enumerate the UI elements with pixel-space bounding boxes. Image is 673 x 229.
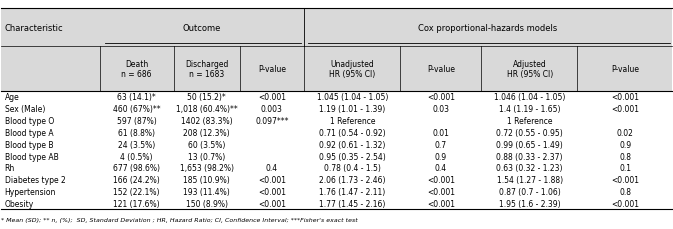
Text: 0.01: 0.01 — [432, 128, 450, 137]
Text: Death
n = 686: Death n = 686 — [121, 60, 152, 79]
Text: Discharged
n = 1683: Discharged n = 1683 — [185, 60, 228, 79]
Text: <0.001: <0.001 — [427, 93, 455, 102]
Text: 1.046 (1.04 - 1.05): 1.046 (1.04 - 1.05) — [494, 93, 565, 102]
Text: Unadjusted
HR (95% CI): Unadjusted HR (95% CI) — [329, 60, 376, 79]
Text: 460 (67%)**: 460 (67%)** — [113, 105, 160, 114]
Text: Diabetes type 2: Diabetes type 2 — [5, 176, 65, 185]
Text: 121 (17.6%): 121 (17.6%) — [113, 199, 160, 208]
Text: Adjusted
HR (95% CI): Adjusted HR (95% CI) — [507, 60, 553, 79]
Text: 1 Reference: 1 Reference — [330, 117, 375, 125]
Text: Blood type A: Blood type A — [5, 128, 53, 137]
Text: 0.63 (0.32 - 1.23): 0.63 (0.32 - 1.23) — [497, 164, 563, 173]
Text: 0.72 (0.55 - 0.95): 0.72 (0.55 - 0.95) — [496, 128, 563, 137]
Text: 208 (12.3%): 208 (12.3%) — [183, 128, 230, 137]
Text: Outcome: Outcome — [182, 24, 221, 33]
Text: 0.87 (0.7 - 1.06): 0.87 (0.7 - 1.06) — [499, 187, 561, 196]
Text: <0.001: <0.001 — [611, 176, 639, 185]
Text: Hypertension: Hypertension — [5, 187, 56, 196]
Text: 1,018 (60.4%)**: 1,018 (60.4%)** — [176, 105, 238, 114]
Text: 0.9: 0.9 — [435, 152, 447, 161]
Text: * Mean (SD); ** n, (%);  SD, Standard Deviation ; HR, Hazard Ratio; CI, Confiden: * Mean (SD); ** n, (%); SD, Standard Dev… — [1, 217, 358, 222]
Text: <0.001: <0.001 — [427, 187, 455, 196]
Text: 1,653 (98.2%): 1,653 (98.2%) — [180, 164, 234, 173]
Text: <0.001: <0.001 — [258, 199, 286, 208]
Text: 0.8: 0.8 — [619, 152, 631, 161]
Text: 0.9: 0.9 — [619, 140, 631, 149]
Text: 1 Reference: 1 Reference — [507, 117, 553, 125]
Text: P-value: P-value — [427, 65, 455, 74]
Text: Rh: Rh — [5, 164, 15, 173]
Text: 1.54 (1.27 - 1.88): 1.54 (1.27 - 1.88) — [497, 176, 563, 185]
Text: 1.95 (1.6 - 2.39): 1.95 (1.6 - 2.39) — [499, 199, 561, 208]
Text: <0.001: <0.001 — [258, 93, 286, 102]
Text: 61 (8.8%): 61 (8.8%) — [118, 128, 155, 137]
Text: 1.76 (1.47 - 2.11): 1.76 (1.47 - 2.11) — [319, 187, 386, 196]
Text: 1402 (83.3%): 1402 (83.3%) — [181, 117, 232, 125]
Text: <0.001: <0.001 — [427, 176, 455, 185]
Text: 0.4: 0.4 — [435, 164, 447, 173]
Text: <0.001: <0.001 — [611, 105, 639, 114]
Text: 0.88 (0.33 - 2.37): 0.88 (0.33 - 2.37) — [497, 152, 563, 161]
Text: 0.02: 0.02 — [616, 128, 634, 137]
Text: 0.92 (0.61 - 1.32): 0.92 (0.61 - 1.32) — [319, 140, 386, 149]
Text: 193 (11.4%): 193 (11.4%) — [183, 187, 230, 196]
Text: 0.1: 0.1 — [619, 164, 631, 173]
Text: 1.19 (1.01 - 1.39): 1.19 (1.01 - 1.39) — [319, 105, 386, 114]
Text: 0.99 (0.65 - 1.49): 0.99 (0.65 - 1.49) — [496, 140, 563, 149]
Text: 1.045 (1.04 - 1.05): 1.045 (1.04 - 1.05) — [316, 93, 388, 102]
Text: P-value: P-value — [611, 65, 639, 74]
Text: Blood type B: Blood type B — [5, 140, 53, 149]
Text: 24 (3.5%): 24 (3.5%) — [118, 140, 155, 149]
Text: <0.001: <0.001 — [258, 187, 286, 196]
Text: 1.77 (1.45 - 2.16): 1.77 (1.45 - 2.16) — [319, 199, 386, 208]
Text: 0.097***: 0.097*** — [255, 117, 289, 125]
Text: Blood type AB: Blood type AB — [5, 152, 59, 161]
Text: Blood type O: Blood type O — [5, 117, 54, 125]
Text: <0.001: <0.001 — [258, 176, 286, 185]
Text: Age: Age — [5, 93, 20, 102]
Text: 150 (8.9%): 150 (8.9%) — [186, 199, 227, 208]
Text: Obesity: Obesity — [5, 199, 34, 208]
Bar — [1, 47, 672, 92]
Text: 152 (22.1%): 152 (22.1%) — [113, 187, 160, 196]
Text: Characteristic: Characteristic — [5, 24, 63, 33]
Text: 2.06 (1.73 - 2.46): 2.06 (1.73 - 2.46) — [319, 176, 386, 185]
Text: <0.001: <0.001 — [611, 93, 639, 102]
Text: 677 (98.6%): 677 (98.6%) — [113, 164, 160, 173]
Text: 4 (0.5%): 4 (0.5%) — [120, 152, 153, 161]
Text: 13 (0.7%): 13 (0.7%) — [188, 152, 225, 161]
Text: 63 (14.1)*: 63 (14.1)* — [117, 93, 156, 102]
Text: Cox proportional-hazards models: Cox proportional-hazards models — [419, 24, 557, 33]
Text: <0.001: <0.001 — [611, 199, 639, 208]
Text: P-value: P-value — [258, 65, 286, 74]
Text: 0.95 (0.35 - 2.54): 0.95 (0.35 - 2.54) — [319, 152, 386, 161]
Text: 60 (3.5%): 60 (3.5%) — [188, 140, 225, 149]
Text: 0.003: 0.003 — [261, 105, 283, 114]
Text: 0.78 (0.4 - 1.5): 0.78 (0.4 - 1.5) — [324, 164, 381, 173]
Text: 0.4: 0.4 — [266, 164, 278, 173]
Text: 166 (24.2%): 166 (24.2%) — [113, 176, 160, 185]
Text: 0.8: 0.8 — [619, 187, 631, 196]
Text: <0.001: <0.001 — [427, 199, 455, 208]
Text: 0.71 (0.54 - 0.92): 0.71 (0.54 - 0.92) — [319, 128, 386, 137]
Text: 185 (10.9%): 185 (10.9%) — [183, 176, 230, 185]
Text: 50 (15.2)*: 50 (15.2)* — [187, 93, 226, 102]
Text: 1.4 (1.19 - 1.65): 1.4 (1.19 - 1.65) — [499, 105, 561, 114]
Text: 0.03: 0.03 — [432, 105, 450, 114]
Text: 0.7: 0.7 — [435, 140, 447, 149]
Bar — [1, 9, 672, 47]
Text: Sex (Male): Sex (Male) — [5, 105, 45, 114]
Text: 597 (87%): 597 (87%) — [116, 117, 157, 125]
